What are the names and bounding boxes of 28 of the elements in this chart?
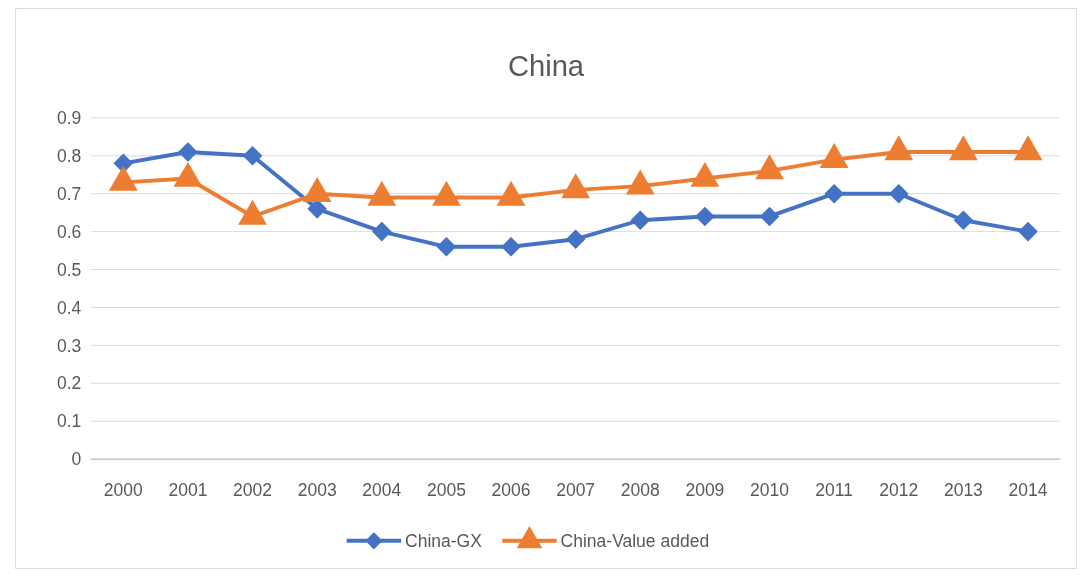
- x-tick-label: 2012: [879, 480, 919, 501]
- legend-label: China-GX: [405, 530, 483, 551]
- y-tick-label: 0.1: [56, 411, 82, 432]
- x-tick-label: 2000: [103, 480, 144, 501]
- y-tick-label: 0.2: [56, 373, 82, 394]
- y-tick-label: 0.4: [56, 297, 82, 318]
- y-tick-label: 0.9: [56, 107, 82, 128]
- x-tick-label: 2001: [168, 480, 208, 501]
- x-tick-label: 2008: [620, 480, 660, 501]
- x-tick-label: 2004: [362, 480, 402, 501]
- x-tick-label: 2011: [815, 480, 853, 501]
- y-tick-label: 0.5: [56, 259, 82, 280]
- y-tick-label: 0.7: [56, 183, 82, 204]
- x-tick-label: 2003: [297, 480, 337, 501]
- x-tick-label: 2007: [556, 480, 596, 501]
- chart-title: China: [507, 50, 585, 83]
- x-tick-label: 2002: [233, 480, 273, 501]
- x-tick-label: 2006: [491, 480, 531, 501]
- x-tick-label: 2010: [750, 480, 790, 501]
- y-tick-label: 0.8: [56, 145, 82, 166]
- y-tick-label: 0.3: [56, 335, 82, 356]
- x-tick-label: 2005: [426, 480, 466, 501]
- x-tick-label: 2014: [1008, 480, 1048, 501]
- y-tick-label: 0: [71, 449, 82, 470]
- x-tick-label: 2013: [943, 480, 983, 501]
- legend-label: China-Value added: [560, 530, 710, 551]
- x-tick-label: 2009: [685, 480, 725, 501]
- y-tick-label: 0.6: [56, 221, 82, 242]
